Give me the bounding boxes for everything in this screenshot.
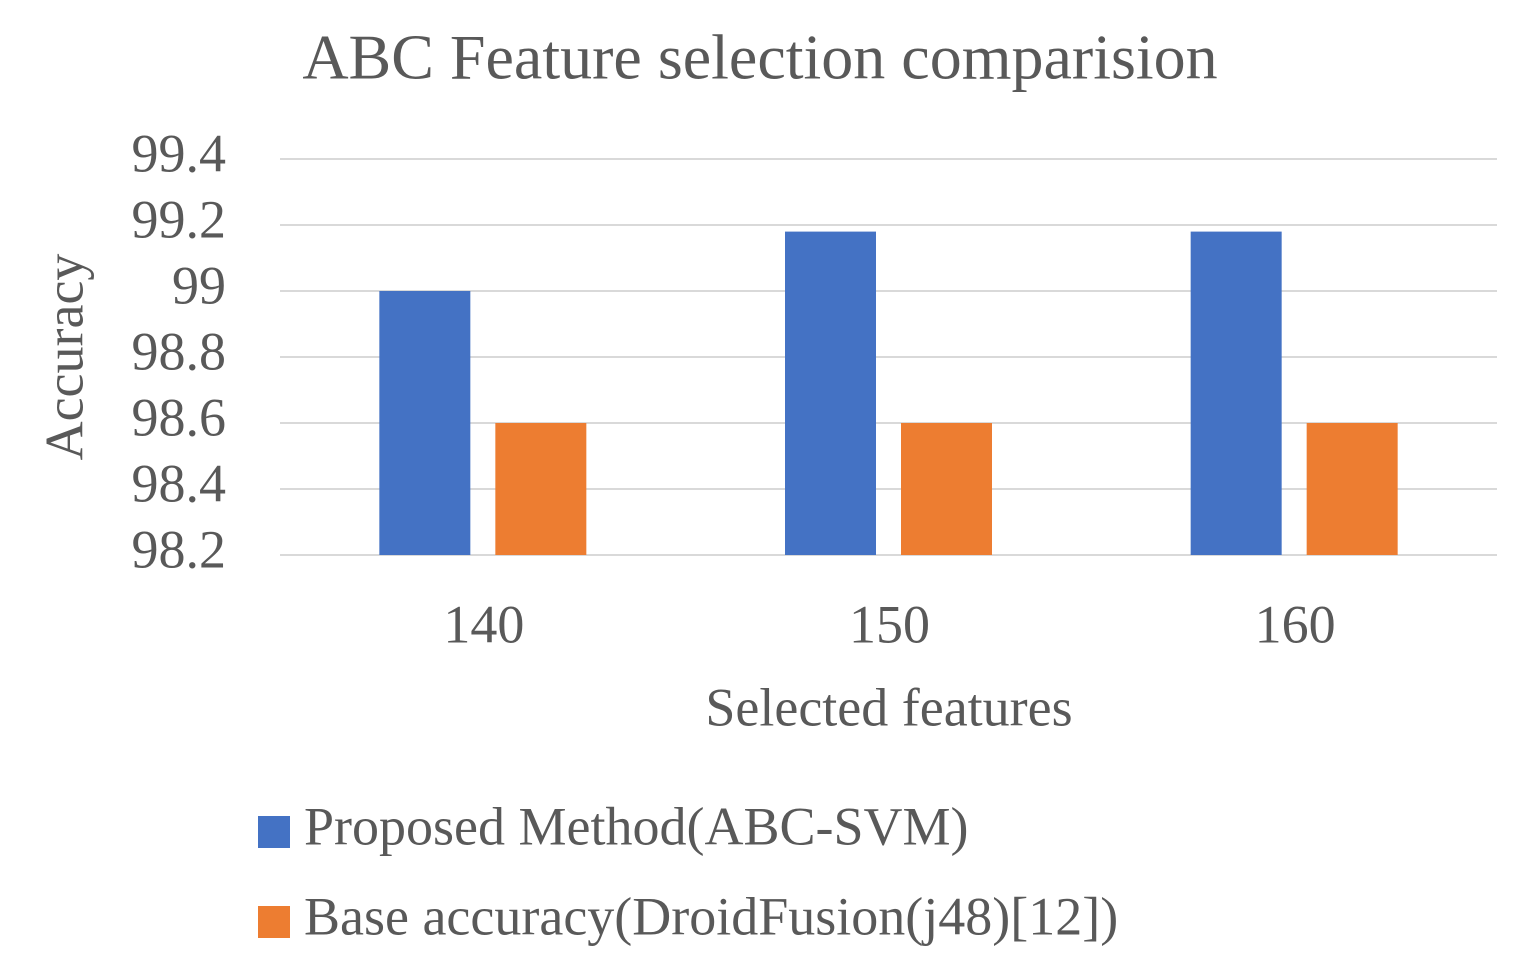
bar (1306, 423, 1398, 555)
bar (901, 423, 992, 555)
y-tick-label: 99.4 (132, 123, 227, 183)
y-tick-label: 98.6 (132, 387, 227, 447)
chart-title: ABC Feature selection comparision (302, 22, 1217, 93)
y-tick-label: 98.8 (132, 321, 227, 381)
legend-swatch (258, 816, 290, 848)
y-tick-label: 98.4 (132, 453, 227, 513)
bar (495, 423, 587, 555)
y-tick-label: 99.2 (132, 189, 227, 249)
legend-label: Proposed Method(ABC-SVM) (304, 796, 969, 856)
x-axis-title: Selected features (705, 677, 1072, 737)
y-axis-title: Accuracy (34, 254, 94, 461)
legend-swatch (258, 906, 290, 938)
bar (1190, 231, 1282, 555)
y-tick-label: 99 (172, 255, 226, 315)
x-tick-label: 140 (443, 594, 524, 654)
bar (785, 231, 876, 555)
bar (379, 291, 471, 555)
y-tick-label: 98.2 (132, 519, 227, 579)
x-tick-label: 150 (849, 594, 930, 654)
x-tick-label: 160 (1255, 594, 1336, 654)
legend-label: Base accuracy(DroidFusion(j48)[12]) (304, 886, 1118, 946)
